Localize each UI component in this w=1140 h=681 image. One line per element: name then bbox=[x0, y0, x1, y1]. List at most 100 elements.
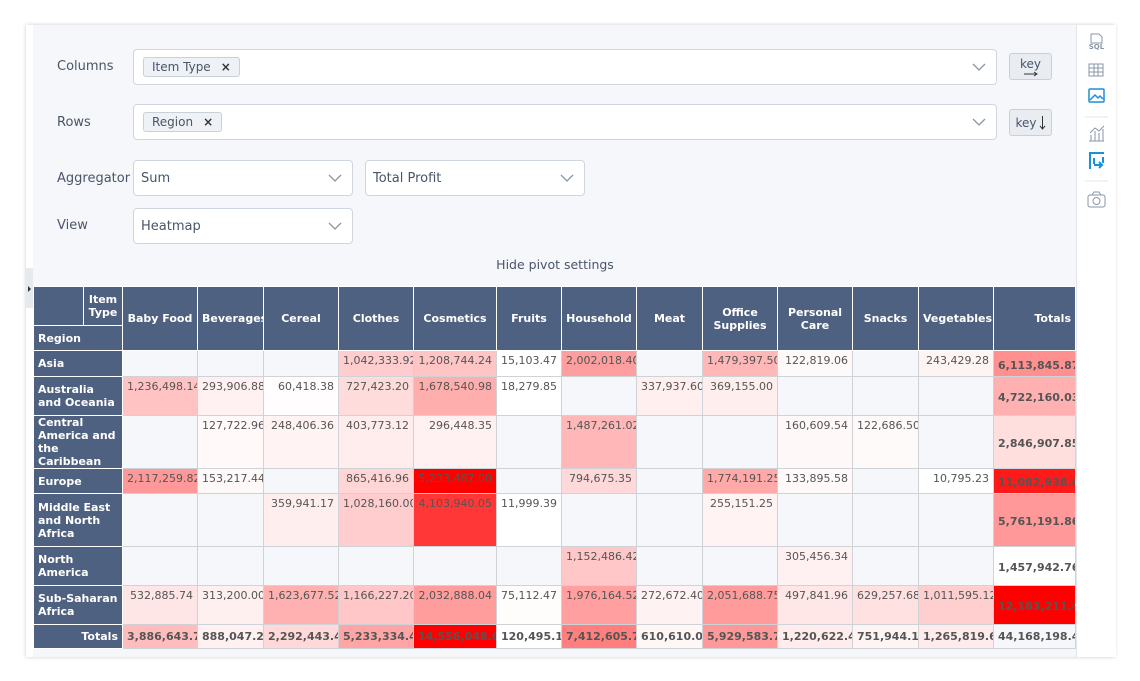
cell: 122,686.50 bbox=[852, 415, 919, 469]
cell: 2,117,259.82 bbox=[122, 468, 198, 494]
cell: 133,895.58 bbox=[777, 468, 853, 494]
data-row: Asia 1,042,333.92 1,208,744.24 15,103.47 2,0… bbox=[33, 350, 1076, 377]
column-total-cell: 120,495.18 bbox=[496, 624, 562, 649]
cell: 293,906.88 bbox=[197, 376, 264, 416]
cell: 313,200.00 bbox=[197, 585, 264, 625]
view-select[interactable]: Heatmap bbox=[133, 208, 353, 244]
caret bbox=[328, 174, 342, 182]
column-total-cell: 1,220,622.48 bbox=[777, 624, 853, 649]
cell: 1,774,191.25 bbox=[702, 468, 778, 494]
rows-label: Rows bbox=[57, 115, 91, 130]
cell bbox=[496, 415, 562, 469]
cell bbox=[918, 546, 994, 586]
rows-select[interactable]: Region × bbox=[133, 104, 997, 140]
column-total-cell: 2,292,443.43 bbox=[263, 624, 339, 649]
column-header: Cosmetics bbox=[413, 286, 497, 351]
image-icon[interactable] bbox=[1088, 88, 1105, 103]
cell bbox=[636, 546, 703, 586]
caret bbox=[328, 222, 342, 230]
chart-icon[interactable] bbox=[1089, 125, 1105, 142]
collapse-handle[interactable] bbox=[26, 268, 33, 308]
cell bbox=[413, 546, 497, 586]
cell: 532,885.74 bbox=[122, 585, 198, 625]
cell: 296,448.35 bbox=[413, 415, 497, 469]
cell: 11,999.39 bbox=[496, 493, 562, 547]
pivot-table: Item Type Baby Food Beverages Cereal Clothes… bbox=[33, 286, 1076, 649]
aggregator-label: Aggregator bbox=[57, 171, 131, 186]
cell: 2,051,688.75 bbox=[702, 585, 778, 625]
column-header: Vegetables bbox=[918, 286, 994, 351]
table-icon[interactable] bbox=[1088, 63, 1104, 77]
cell: 794,675.35 bbox=[561, 468, 637, 494]
sort-key-button[interactable]: key bbox=[1009, 53, 1052, 80]
pivot-icon[interactable] bbox=[1089, 152, 1104, 169]
cell bbox=[496, 546, 562, 586]
cell bbox=[636, 350, 703, 377]
data-row: Sub-Saharan Africa 532,885.74 313,200.00 1,… bbox=[33, 585, 1076, 625]
cell bbox=[636, 493, 703, 547]
cell: 1,042,333.92 bbox=[338, 350, 414, 377]
cell: 4,103,940.05 bbox=[413, 493, 497, 547]
chip-remove[interactable]: × bbox=[220, 60, 231, 74]
cell bbox=[122, 546, 198, 586]
chip-text: Item Type bbox=[152, 60, 211, 74]
view-label: View bbox=[57, 218, 88, 233]
row-header: Asia bbox=[33, 350, 123, 377]
cell bbox=[852, 468, 919, 494]
totals-row: Totals3,886,643.70888,047.282,292,443.43… bbox=[33, 624, 1076, 649]
cell: 1,028,160.00 bbox=[338, 493, 414, 547]
column-header: Cereal bbox=[263, 286, 339, 351]
sql-icon[interactable]: SQL bbox=[1089, 33, 1105, 51]
cell bbox=[338, 546, 414, 586]
field-select[interactable]: Total Profit bbox=[365, 160, 585, 196]
cell: 255,151.25 bbox=[702, 493, 778, 547]
handle-arrow bbox=[28, 286, 31, 292]
cell bbox=[122, 415, 198, 469]
cell bbox=[702, 415, 778, 469]
cell bbox=[122, 493, 198, 547]
cell: 369,155.00 bbox=[702, 376, 778, 416]
sidebar: SQL bbox=[1076, 25, 1116, 657]
cell: 60,418.38 bbox=[263, 376, 339, 416]
cell bbox=[852, 546, 919, 586]
cell bbox=[263, 468, 339, 494]
columns-select[interactable]: Item Type × bbox=[133, 49, 997, 85]
aggregator-select[interactable]: Sum bbox=[133, 160, 353, 196]
sql-label: SQL bbox=[1089, 43, 1105, 51]
column-header: Clothes bbox=[338, 286, 414, 351]
chip-remove[interactable]: × bbox=[203, 115, 214, 129]
column-header: Meat bbox=[636, 286, 703, 351]
cell bbox=[918, 493, 994, 547]
key-text: key bbox=[1019, 56, 1041, 71]
cell bbox=[777, 493, 853, 547]
row-header: Middle East and North Africa bbox=[33, 493, 123, 547]
data-row: Middle East and North Africa 359,941.17 1,… bbox=[33, 493, 1076, 547]
arrow-right bbox=[1023, 71, 1038, 76]
cell bbox=[636, 415, 703, 469]
data-row: Central America and the Caribbean 127,722… bbox=[33, 415, 1076, 469]
header-row: Item Type Baby Food Beverages Cereal Clothes… bbox=[33, 286, 1076, 351]
hide-settings-link[interactable]: Hide pivot settings bbox=[496, 257, 614, 272]
cell bbox=[263, 546, 339, 586]
cell: 1,011,595.12 bbox=[918, 585, 994, 625]
camera-icon[interactable] bbox=[1087, 191, 1106, 208]
column-header: Beverages bbox=[197, 286, 264, 351]
caret bbox=[972, 118, 986, 126]
column-total-cell: 7,412,605.71 bbox=[561, 624, 637, 649]
cell: 1,623,677.52 bbox=[263, 585, 339, 625]
row-total-cell: 5,761,191.86 bbox=[993, 493, 1076, 547]
arrow-down bbox=[1039, 115, 1045, 130]
cell bbox=[852, 376, 919, 416]
sort-key-button[interactable]: key bbox=[1009, 109, 1052, 136]
cell: 1,152,486.42 bbox=[561, 546, 637, 586]
cell: 122,819.06 bbox=[777, 350, 853, 377]
cell: 5,233,487.00 bbox=[413, 468, 497, 494]
cell: 359,941.17 bbox=[263, 493, 339, 547]
cell: 75,112.47 bbox=[496, 585, 562, 625]
header-row: Region bbox=[33, 325, 1076, 351]
data-row: North America 1,152,486.42 305,456.34 1,457… bbox=[33, 546, 1076, 586]
column-total-cell: 888,047.28 bbox=[197, 624, 264, 649]
cell bbox=[702, 546, 778, 586]
row-header: Central America and the Caribbean bbox=[33, 415, 123, 469]
row-header: North America bbox=[33, 546, 123, 586]
